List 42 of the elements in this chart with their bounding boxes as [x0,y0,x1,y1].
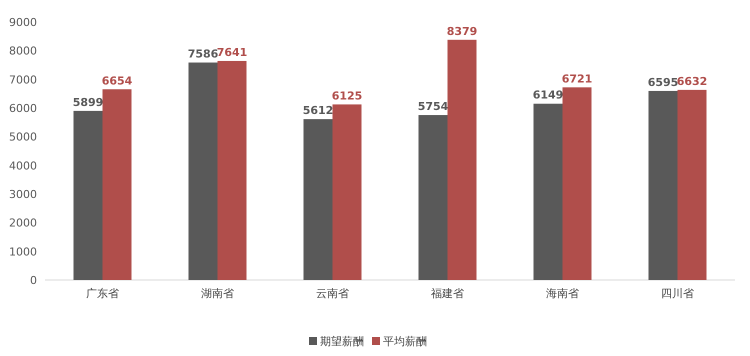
data-label: 5754 [418,100,449,114]
y-tick-label: 1000 [9,245,37,258]
bar [534,104,562,280]
data-label: 5612 [302,104,334,118]
bar [304,119,332,280]
legend-label: 期望薪酬 [320,335,364,348]
x-tick-label: 湖南省 [201,287,234,300]
y-tick-label: 0 [30,274,37,287]
data-label: 6632 [676,74,708,88]
bar [418,115,448,280]
x-tick-label: 海南省 [546,287,579,300]
y-tick-label: 5000 [9,130,37,144]
data-label: 6654 [102,74,133,88]
bar [648,90,678,280]
bar [218,60,246,280]
bar [562,87,592,280]
legend-label: 平均薪酬 [383,335,427,348]
data-label: 7641 [216,46,248,59]
y-tick-label: 3000 [9,188,37,201]
bar [188,62,218,280]
bar [448,40,476,280]
y-tick-label: 8000 [9,44,37,58]
data-label: 8379 [446,24,478,38]
x-tick-label: 广东省 [86,287,119,300]
bar [678,90,706,280]
y-tick-label: 4000 [9,159,37,172]
data-label: 6149 [532,88,564,102]
y-tick-label: 9000 [9,16,37,29]
data-label: 6125 [332,89,362,102]
x-tick-label: 福建省 [431,287,464,300]
data-label: 7586 [188,48,219,61]
y-tick-label: 6000 [9,102,37,115]
bar [74,110,102,280]
x-tick-label: 四川省 [661,287,694,300]
y-tick-label: 7000 [9,73,37,86]
data-label: 6595 [648,76,678,89]
x-tick-label: 云南省 [316,287,349,300]
data-label: 5899 [72,96,104,109]
y-tick-label: 2000 [9,216,37,230]
data-label: 6721 [562,72,592,86]
bar [332,104,362,280]
bar [102,89,132,280]
